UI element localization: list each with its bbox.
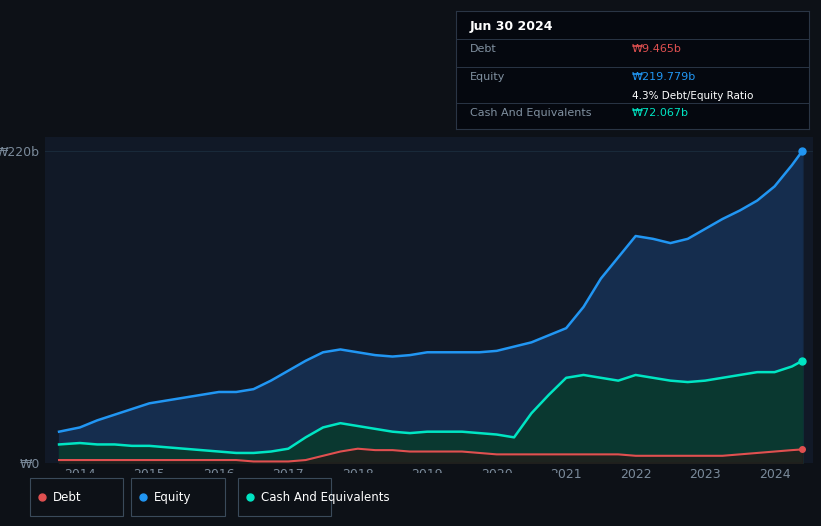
Text: ₩9.465b: ₩9.465b xyxy=(632,44,682,54)
Text: Cash And Equivalents: Cash And Equivalents xyxy=(470,108,591,118)
Text: ₩72.067b: ₩72.067b xyxy=(632,108,689,118)
FancyBboxPatch shape xyxy=(131,478,225,516)
Text: 4.3% Debt/Equity Ratio: 4.3% Debt/Equity Ratio xyxy=(632,91,754,101)
FancyBboxPatch shape xyxy=(238,478,332,516)
FancyBboxPatch shape xyxy=(30,478,123,516)
Text: ₩219.779b: ₩219.779b xyxy=(632,72,696,82)
Text: Jun 30 2024: Jun 30 2024 xyxy=(470,20,553,33)
Text: Cash And Equivalents: Cash And Equivalents xyxy=(260,491,389,503)
Text: Debt: Debt xyxy=(53,491,81,503)
Text: Debt: Debt xyxy=(470,44,497,54)
Text: Equity: Equity xyxy=(154,491,191,503)
Text: Equity: Equity xyxy=(470,72,505,82)
